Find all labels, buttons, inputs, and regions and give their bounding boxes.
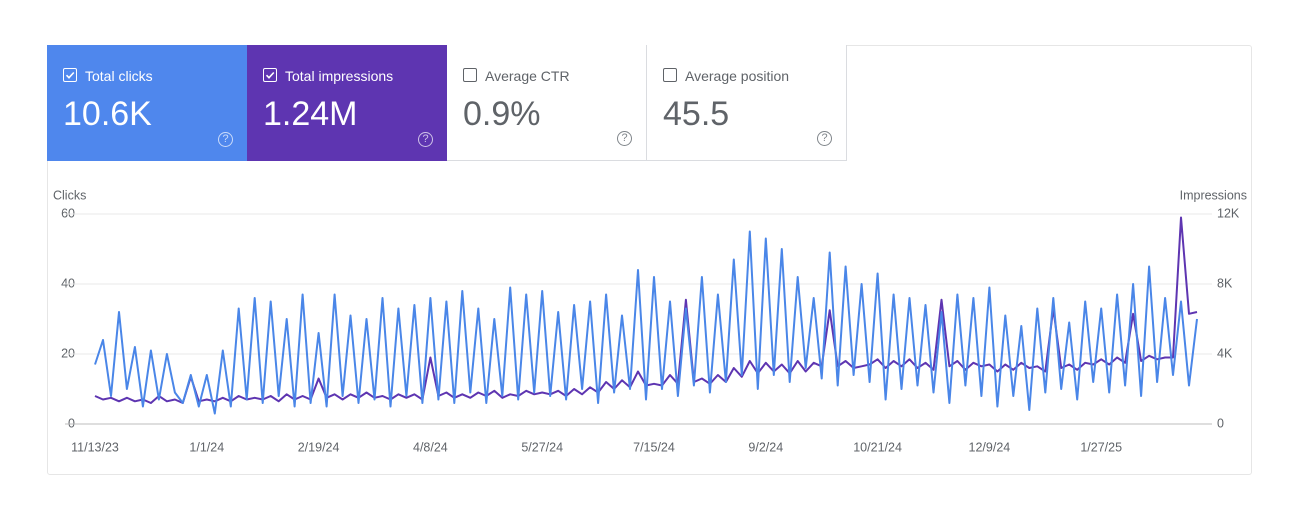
- y2-axis-title: Impressions: [1180, 188, 1247, 202]
- metric-label: Total clicks: [85, 68, 153, 84]
- help-icon[interactable]: ?: [817, 131, 832, 146]
- x-tick-label: 7/15/24: [633, 440, 675, 454]
- y2-tick-label: 8K: [1217, 276, 1233, 290]
- checkbox[interactable]: [63, 68, 77, 82]
- checkbox[interactable]: [663, 68, 677, 82]
- y-tick-label: 20: [61, 346, 75, 360]
- y2-tick-label: 4K: [1217, 346, 1233, 360]
- metric-card[interactable]: Total clicks 10.6K?: [47, 45, 247, 161]
- help-icon[interactable]: ?: [418, 132, 433, 147]
- x-tick-label: 11/13/23: [71, 440, 119, 454]
- metric-card[interactable]: Average position 45.5?: [647, 45, 847, 161]
- metric-value: 1.24M: [263, 95, 358, 133]
- metric-value: 0.9%: [463, 95, 541, 133]
- check-mark: [65, 71, 75, 79]
- x-tick-label: 1/27/25: [1080, 440, 1122, 454]
- y2-tick-label: 0: [1217, 416, 1224, 430]
- check-mark: [265, 71, 275, 79]
- x-tick-label: 2/19/24: [298, 440, 340, 454]
- x-tick-label: 5/27/24: [521, 440, 563, 454]
- checkbox[interactable]: [463, 68, 477, 82]
- metric-label: Average CTR: [485, 68, 570, 84]
- y2-tick-label: 12K: [1217, 206, 1240, 220]
- metric-label: Average position: [685, 68, 790, 84]
- metric-card[interactable]: Average CTR 0.9%?: [447, 45, 647, 161]
- y-tick-label: 0: [68, 416, 75, 430]
- y-axis-title: Clicks: [53, 188, 86, 202]
- checkbox[interactable]: [263, 68, 277, 82]
- x-tick-label: 4/8/24: [413, 440, 448, 454]
- y-tick-label: 60: [61, 206, 75, 220]
- x-tick-label: 9/2/24: [748, 440, 783, 454]
- x-tick-label: 10/21/24: [853, 440, 902, 454]
- metric-value: 45.5: [663, 95, 730, 133]
- metric-card[interactable]: Total impressions 1.24M?: [247, 45, 447, 161]
- help-icon[interactable]: ?: [218, 132, 233, 147]
- metric-label: Total impressions: [285, 68, 394, 84]
- series-line: [94, 230, 1198, 415]
- x-tick-label: 12/9/24: [969, 440, 1011, 454]
- metric-value: 10.6K: [63, 95, 152, 133]
- help-icon[interactable]: ?: [617, 131, 632, 146]
- x-tick-label: 1/1/24: [189, 440, 224, 454]
- y-tick-label: 40: [61, 276, 75, 290]
